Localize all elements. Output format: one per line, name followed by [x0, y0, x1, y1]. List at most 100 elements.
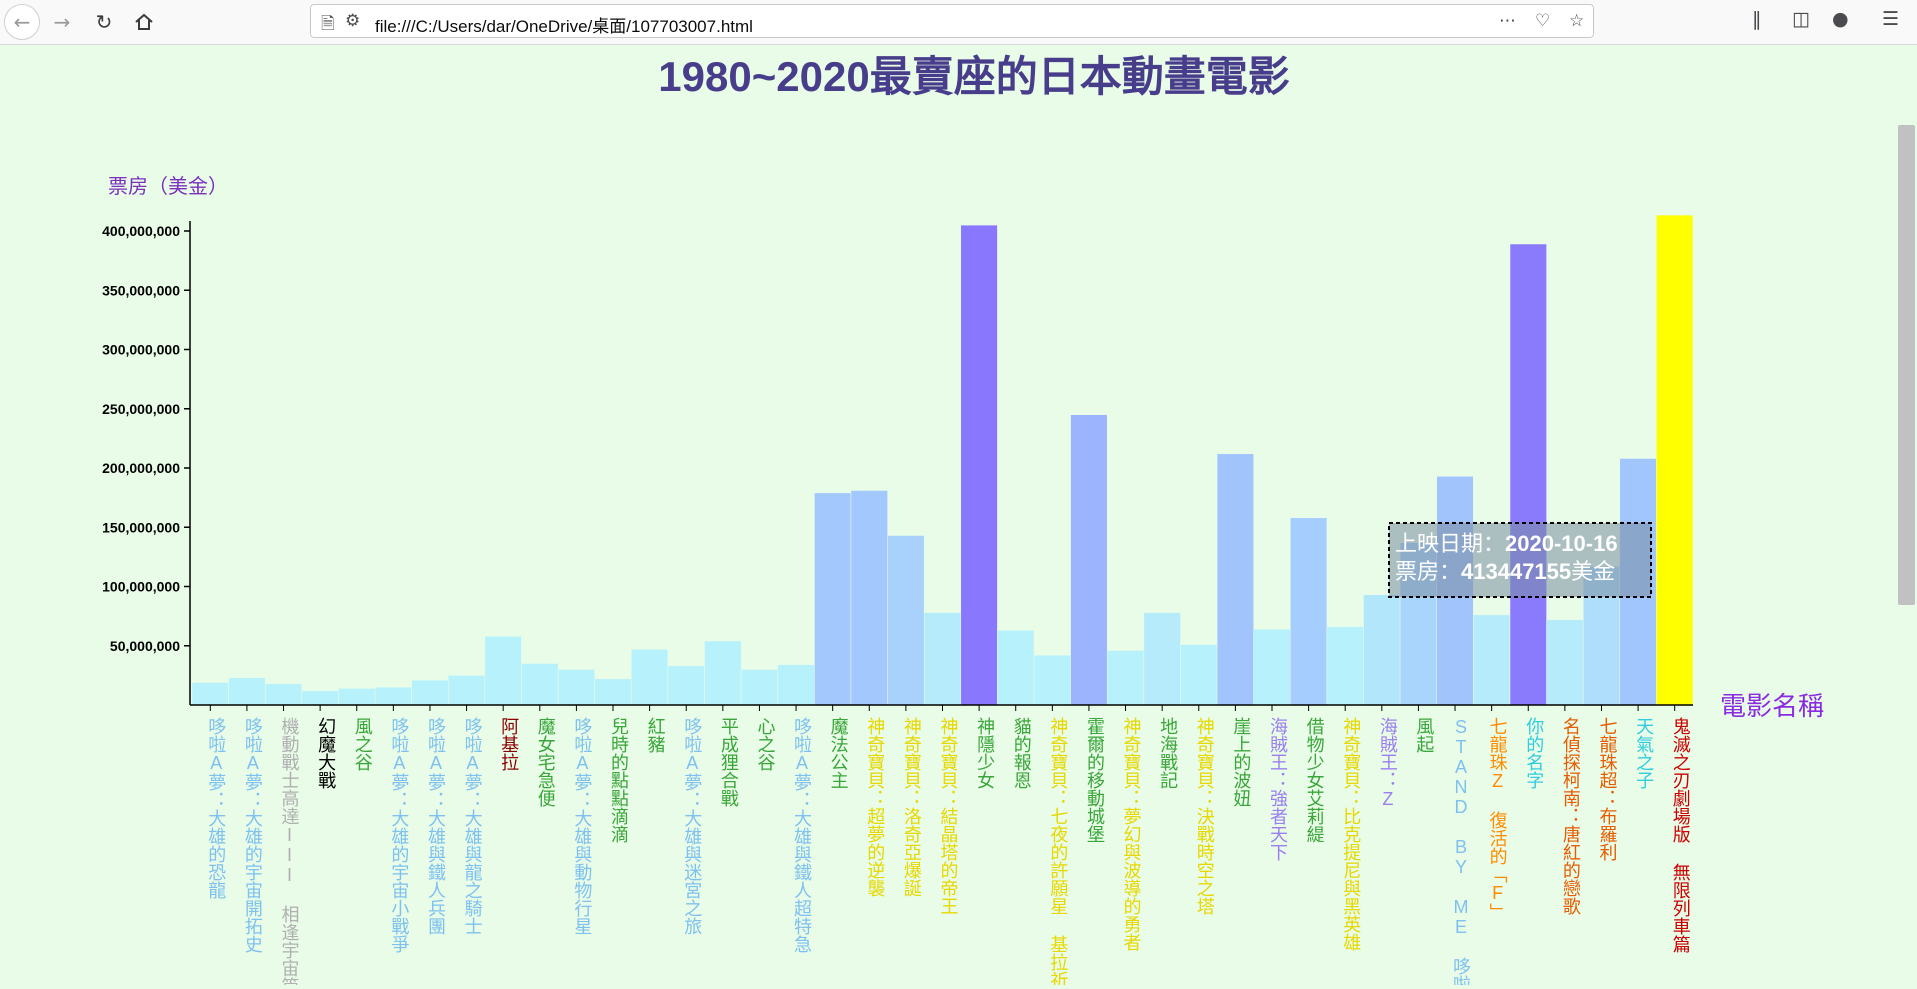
bar[interactable]	[484, 636, 522, 706]
tooltip-date: 上映日期：2020-10-16	[1395, 531, 1618, 556]
bar[interactable]	[338, 688, 376, 706]
bar[interactable]	[594, 678, 632, 706]
x-tick-label: 哆啦A夢：大雄與鐵人超特急	[792, 717, 812, 953]
chart-title: 1980~2020最賣座的日本動畫電影	[658, 53, 1289, 100]
y-tick-label: 400,000,000	[102, 223, 180, 239]
y-tick-label: 350,000,000	[102, 282, 180, 298]
x-tick-label: 心之谷	[755, 717, 775, 771]
x-tick-label: 地海戰記	[1158, 717, 1178, 789]
scrollbar-thumb[interactable]	[1898, 125, 1915, 605]
x-tick-label: 哆啦A夢：大雄與鐵人兵團	[426, 717, 446, 935]
url-bar[interactable]: 🗎 ⚙ file:///C:/Users/dar/OneDrive/桌面/107…	[310, 4, 1594, 38]
bar[interactable]	[667, 665, 705, 706]
x-tick-label: 七龍珠超：布羅利	[1597, 717, 1617, 861]
arrow-right-icon: →	[53, 10, 71, 34]
x-tick-label: 兒時的點點滴滴	[609, 717, 629, 844]
url-text[interactable]: file:///C:/Users/dar/OneDrive/桌面/1077030…	[375, 17, 753, 36]
bar[interactable]	[850, 490, 888, 706]
bar[interactable]	[960, 224, 998, 706]
x-tick-label: 名偵探柯南：唐紅的戀歌	[1561, 717, 1581, 915]
x-tick-label: 神奇寶貝：決戰時空之塔	[1195, 717, 1215, 915]
x-tick-label: 哆啦A夢：大雄的宇宙小戰爭	[389, 717, 409, 953]
bars-group	[191, 214, 1694, 706]
bar[interactable]	[814, 492, 852, 706]
bar[interactable]	[557, 669, 595, 706]
bar[interactable]	[1106, 650, 1145, 706]
bar[interactable]	[887, 535, 925, 706]
x-tick-label: 哆啦A夢：大雄的恐龍	[206, 717, 226, 899]
bar[interactable]	[301, 690, 339, 706]
bar[interactable]	[740, 669, 778, 706]
bar[interactable]	[374, 686, 412, 706]
bar[interactable]	[777, 664, 815, 706]
home-button[interactable]	[128, 6, 160, 38]
x-tick-label: 風起	[1414, 717, 1434, 753]
reload-button[interactable]: ↻	[88, 6, 120, 38]
bar[interactable]	[1326, 626, 1364, 706]
account-icon[interactable]: ●	[1832, 8, 1849, 30]
tooltip-date-label: 上映日期：	[1395, 531, 1505, 556]
y-tick-label: 250,000,000	[102, 401, 180, 417]
x-tick-label: 幻魔大戰	[316, 717, 336, 789]
x-tick-label: 海賊王：Z	[1378, 717, 1398, 809]
x-tick-label: STAND BY ME 哆啦A夢	[1451, 717, 1471, 985]
x-tick-label: 哆啦A夢：大雄與動物行星	[572, 717, 592, 935]
x-tick-label: 機動戰士高達III 相逢宇宙篇	[280, 717, 300, 985]
chart-area: 1980~2020最賣座的日本動畫電影 票房（美金） 電影名稱 50,000,0…	[0, 45, 1917, 989]
x-tick-label: 紅豬	[646, 717, 666, 754]
bar[interactable]	[1363, 594, 1401, 706]
x-tick-label: 風之谷	[353, 717, 373, 771]
tooltip-box	[1388, 522, 1652, 598]
bar[interactable]	[191, 682, 229, 706]
tooltip-box-office: 票房：413447155美金	[1395, 559, 1615, 584]
bar[interactable]	[1143, 612, 1181, 706]
bar[interactable]	[923, 612, 962, 706]
x-tick-label: 神奇寶貝：比克提尼與黑英雄	[1341, 717, 1361, 951]
x-tick-label: 神隱少女	[975, 717, 995, 789]
bar[interactable]	[1180, 644, 1218, 706]
bar[interactable]	[1290, 517, 1328, 706]
x-tick-label: 魔女宅急便	[536, 717, 556, 807]
forward-button[interactable]: →	[46, 6, 78, 38]
bar[interactable]	[264, 683, 303, 706]
tooltip: 上映日期：2020-10-16 票房：413447155美金	[1388, 522, 1652, 598]
x-tick-label: 天氣之子	[1634, 717, 1654, 789]
x-tick-label: 你的名字	[1524, 717, 1544, 789]
tooltip-box-unit: 美金	[1571, 559, 1615, 584]
bar[interactable]	[1656, 214, 1694, 706]
bar[interactable]	[448, 675, 486, 706]
bar[interactable]	[1546, 619, 1584, 706]
bar[interactable]	[997, 630, 1035, 706]
ellipsis-icon[interactable]: ⋯	[1499, 11, 1516, 31]
bar[interactable]	[228, 677, 266, 706]
sidebar-icon[interactable]: ◫	[1792, 8, 1810, 30]
bar[interactable]	[1253, 628, 1291, 706]
x-tick-label: 哆啦A夢：大雄與迷宮之旅	[682, 717, 702, 935]
bar[interactable]	[1473, 614, 1511, 706]
x-tick-label: 平成狸合戰	[719, 717, 739, 807]
bar[interactable]	[1033, 654, 1071, 706]
bar[interactable]	[1216, 453, 1254, 706]
y-tick-label: 200,000,000	[102, 460, 180, 476]
bar[interactable]	[1509, 243, 1547, 706]
x-tick-label: 海賊王：強者天下	[1268, 717, 1288, 861]
bar[interactable]	[521, 663, 559, 706]
x-tick-label: 魔法公主	[829, 717, 849, 789]
permissions-icon[interactable]: ⚙	[345, 11, 361, 31]
y-tick-label: 100,000,000	[102, 579, 180, 595]
library-icon[interactable]: ‖	[1752, 8, 1762, 30]
arrow-left-icon: ←	[13, 10, 31, 34]
pocket-icon[interactable]: ♡	[1535, 11, 1551, 31]
back-button[interactable]: ←	[4, 4, 40, 40]
home-icon	[135, 13, 153, 30]
star-icon[interactable]: ☆	[1569, 11, 1585, 31]
tooltip-date-value: 2020-10-16	[1505, 531, 1618, 556]
bar[interactable]	[411, 679, 449, 706]
bar[interactable]	[704, 640, 742, 706]
bar[interactable]	[1070, 414, 1108, 706]
hamburger-icon[interactable]: ☰	[1882, 8, 1900, 30]
y-tick-label: 150,000,000	[102, 519, 180, 535]
x-tick-label: 神奇寶貝：洛奇亞爆誕	[902, 717, 922, 897]
bar[interactable]	[631, 649, 669, 706]
x-tick-label: 神奇寶貝：超夢的逆襲	[865, 717, 885, 897]
